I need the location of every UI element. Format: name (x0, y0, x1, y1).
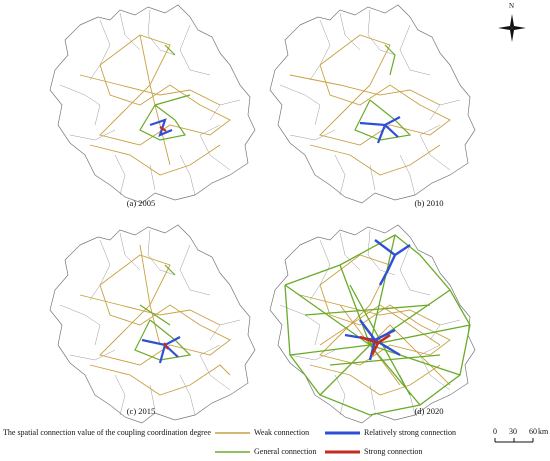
relatively-strong-d (344, 239, 411, 361)
scale-unit: km (538, 427, 549, 436)
scale-tick-60: 60 (529, 427, 537, 436)
scale-tick-0: 0 (493, 427, 497, 436)
legend-relatively-strong-label: Relatively strong connection (364, 428, 456, 437)
panel-b-map (269, 4, 476, 204)
panel-d-caption: (d) 2020 (414, 406, 444, 416)
general-connections-a (139, 44, 191, 141)
north-arrow-icon (498, 14, 526, 42)
panel-c-caption: (c) 2015 (126, 406, 156, 416)
relatively-strong-b (359, 116, 401, 144)
legend-general-label: General connection (254, 447, 317, 456)
general-connections-c (134, 264, 192, 361)
weak-connections-a (79, 34, 231, 176)
panel-b-caption: (b) 2010 (414, 198, 444, 208)
general-connections-b (354, 44, 412, 141)
legend-weak-label: Weak connection (254, 428, 310, 437)
north-label: N (509, 2, 515, 10)
panel-a-caption: (a) 2005 (126, 198, 156, 208)
panel-a-map (49, 4, 256, 204)
panel-c-map (49, 224, 256, 424)
strong-d (359, 333, 391, 356)
legend-strong-label: Strong connection (364, 447, 423, 456)
panel-d-map (269, 224, 476, 424)
strong-a (159, 126, 167, 132)
scale-tick-30: 30 (509, 427, 517, 436)
legend-title: The spatial connection value of the coup… (3, 428, 211, 437)
weak-connections-c (79, 244, 231, 396)
weak-connections-b (289, 34, 451, 176)
strong-c (163, 342, 169, 350)
scale-bar (494, 438, 534, 443)
